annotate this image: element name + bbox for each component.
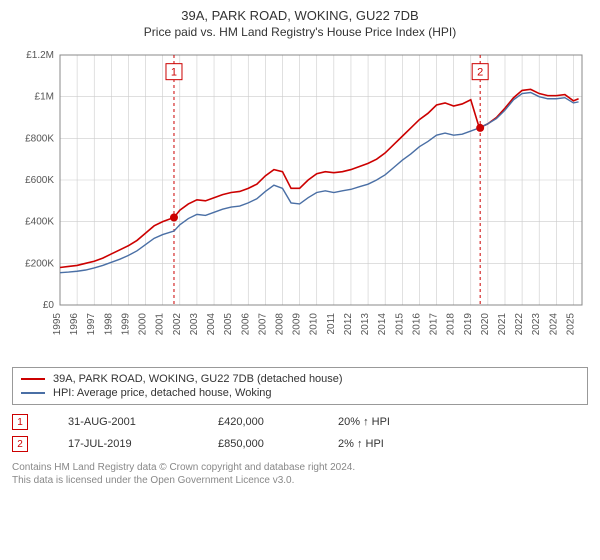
- svg-text:2009: 2009: [292, 313, 303, 336]
- svg-text:£0: £0: [43, 300, 55, 311]
- svg-text:2016: 2016: [411, 313, 422, 336]
- sale-date: 31-AUG-2001: [68, 416, 178, 428]
- svg-text:2003: 2003: [189, 313, 200, 336]
- svg-text:£1M: £1M: [35, 92, 54, 103]
- svg-text:2008: 2008: [274, 313, 285, 336]
- svg-text:2007: 2007: [257, 313, 268, 336]
- svg-text:2020: 2020: [480, 313, 491, 336]
- footer-line: This data is licensed under the Open Gov…: [12, 474, 588, 487]
- svg-text:1996: 1996: [69, 313, 80, 336]
- footer: Contains HM Land Registry data © Crown c…: [12, 461, 588, 487]
- svg-text:1: 1: [171, 67, 177, 79]
- sale-marker-icon: 2: [12, 436, 28, 452]
- svg-text:2022: 2022: [514, 313, 525, 336]
- svg-text:£1.2M: £1.2M: [26, 50, 54, 61]
- svg-text:£800K: £800K: [25, 133, 54, 144]
- legend-label: HPI: Average price, detached house, Woki…: [53, 387, 272, 399]
- sale-price: £850,000: [218, 438, 298, 450]
- svg-text:2014: 2014: [377, 313, 388, 336]
- svg-text:2015: 2015: [394, 313, 405, 336]
- svg-text:2000: 2000: [138, 313, 149, 336]
- sale-date: 17-JUL-2019: [68, 438, 178, 450]
- svg-text:1999: 1999: [120, 313, 131, 336]
- svg-text:2021: 2021: [497, 313, 508, 336]
- svg-text:2005: 2005: [223, 313, 234, 336]
- legend-swatch: [21, 392, 45, 394]
- legend-swatch: [21, 378, 45, 380]
- sale-table: 1 31-AUG-2001 £420,000 20% ↑ HPI 2 17-JU…: [12, 411, 588, 455]
- legend-label: 39A, PARK ROAD, WOKING, GU22 7DB (detach…: [53, 373, 343, 385]
- legend-item: 39A, PARK ROAD, WOKING, GU22 7DB (detach…: [21, 372, 579, 386]
- svg-text:2010: 2010: [309, 313, 320, 336]
- svg-text:2019: 2019: [463, 313, 474, 336]
- svg-text:2006: 2006: [240, 313, 251, 336]
- svg-text:2023: 2023: [531, 313, 542, 336]
- sale-pct: 2% ↑ HPI: [338, 438, 418, 450]
- sale-pct: 20% ↑ HPI: [338, 416, 418, 428]
- svg-text:2025: 2025: [565, 313, 576, 336]
- footer-line: Contains HM Land Registry data © Crown c…: [12, 461, 588, 474]
- chart-svg: £0 £200K £400K £600K £800K £1M £1.2M 1995 1996 19…: [12, 45, 588, 365]
- svg-text:£200K: £200K: [25, 258, 54, 269]
- svg-text:2013: 2013: [360, 313, 371, 336]
- sale-row: 1 31-AUG-2001 £420,000 20% ↑ HPI: [12, 411, 588, 433]
- svg-text:1998: 1998: [103, 313, 114, 336]
- sale-price: £420,000: [218, 416, 298, 428]
- svg-text:2012: 2012: [343, 313, 354, 336]
- svg-text:£400K: £400K: [25, 217, 54, 228]
- svg-text:2002: 2002: [172, 313, 183, 336]
- page-subtitle: Price paid vs. HM Land Registry's House …: [12, 25, 588, 39]
- svg-text:2011: 2011: [326, 313, 337, 335]
- svg-text:1997: 1997: [86, 313, 97, 336]
- svg-text:2017: 2017: [429, 313, 440, 336]
- sale-marker-icon: 1: [12, 414, 28, 430]
- svg-text:1995: 1995: [52, 313, 63, 336]
- svg-text:2024: 2024: [548, 313, 559, 336]
- svg-text:2001: 2001: [155, 313, 166, 336]
- sale-row: 2 17-JUL-2019 £850,000 2% ↑ HPI: [12, 433, 588, 455]
- svg-text:£600K: £600K: [25, 175, 54, 186]
- legend: 39A, PARK ROAD, WOKING, GU22 7DB (detach…: [12, 367, 588, 405]
- legend-item: HPI: Average price, detached house, Woki…: [21, 386, 579, 400]
- page-title: 39A, PARK ROAD, WOKING, GU22 7DB: [12, 8, 588, 23]
- svg-text:2018: 2018: [446, 313, 457, 336]
- chart-area: £0 £200K £400K £600K £800K £1M £1.2M 1995 1996 19…: [12, 45, 588, 365]
- svg-text:2: 2: [477, 67, 483, 79]
- svg-text:2004: 2004: [206, 313, 217, 336]
